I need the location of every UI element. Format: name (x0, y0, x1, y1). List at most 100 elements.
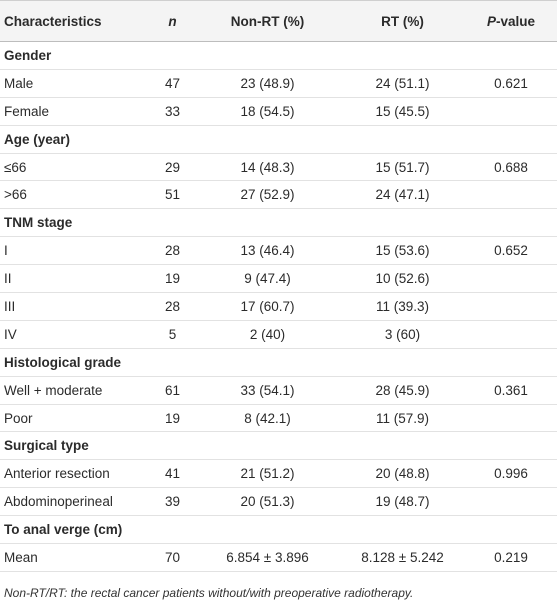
cell: 5 (150, 320, 195, 349)
cell: 27 (52.9) (195, 180, 340, 210)
data-row: Anterior resection 41 21 (51.2) 20 (48.8) 0.… (0, 459, 557, 489)
footnote: Non-RT/RT: the rectal cancer patients wi… (4, 585, 414, 600)
section-label: Gender (0, 41, 557, 70)
cell: 20 (48.8) (340, 459, 465, 489)
row-label: ≤66 (0, 153, 150, 182)
cell (465, 320, 557, 349)
section-label: Age (year) (0, 125, 557, 154)
cell: 6.854 ± 3.896 (195, 543, 340, 572)
cell: 9 (47.4) (195, 264, 340, 294)
section-label: TNM stage (0, 208, 557, 238)
cell: 47 (150, 69, 195, 98)
row-label: Female (0, 97, 150, 126)
cell: 20 (51.3) (195, 487, 340, 517)
section-row: To anal verge (cm) (0, 515, 557, 545)
section-row: Surgical type (0, 431, 557, 461)
cell: 70 (150, 543, 195, 572)
cell: 15 (53.6) (340, 236, 465, 266)
data-row: Male 47 23 (48.9) 24 (51.1) 0.621 (0, 69, 557, 98)
cell: 61 (150, 376, 195, 405)
data-row: I 28 13 (46.4) 15 (53.6) 0.652 (0, 236, 557, 266)
cell: 11 (39.3) (340, 292, 465, 321)
cell (465, 292, 557, 321)
cell (465, 264, 557, 294)
cell: 0.621 (465, 69, 557, 98)
data-row: >66 51 27 (52.9) 24 (47.1) (0, 180, 557, 210)
data-table: Characteristics n Non-RT (%) RT (%) P-va… (0, 0, 557, 572)
data-row: IV 5 2 (40) 3 (60) (0, 320, 557, 349)
cell: 33 (54.1) (195, 376, 340, 405)
cell: 11 (57.9) (340, 404, 465, 433)
data-row: Abdominoperineal 39 20 (51.3) 19 (48.7) (0, 487, 557, 517)
section-row: Histological grade (0, 348, 557, 377)
header-cell: Characteristics (0, 0, 150, 42)
cell: 2 (40) (195, 320, 340, 349)
data-row: Female 33 18 (54.5) 15 (45.5) (0, 97, 557, 126)
row-label: Abdominoperineal (0, 487, 150, 517)
cell: 24 (47.1) (340, 180, 465, 210)
cell: 29 (150, 153, 195, 182)
row-label: IV (0, 320, 150, 349)
cell: 33 (150, 97, 195, 126)
data-row: Well + moderate 61 33 (54.1) 28 (45.9) 0.361 (0, 376, 557, 405)
row-label: II (0, 264, 150, 294)
section-label: To anal verge (cm) (0, 515, 557, 545)
data-row: III 28 17 (60.7) 11 (39.3) (0, 292, 557, 321)
header-cell: RT (%) (340, 0, 465, 42)
data-row: II 19 9 (47.4) 10 (52.6) (0, 264, 557, 294)
cell: 3 (60) (340, 320, 465, 349)
data-row: Mean 70 6.854 ± 3.896 8.128 ± 5.242 0.219 (0, 543, 557, 572)
cell: 15 (51.7) (340, 153, 465, 182)
header-text: P (486, 13, 496, 29)
cell (465, 404, 557, 433)
cell: 51 (150, 180, 195, 210)
section-row: Gender (0, 41, 557, 70)
cell: 21 (51.2) (195, 459, 340, 489)
data-row: ≤66 29 14 (48.3) 15 (51.7) 0.688 (0, 153, 557, 182)
cell: 8 (42.1) (195, 404, 340, 433)
cell: 0.361 (465, 376, 557, 405)
cell (465, 97, 557, 126)
cell: 41 (150, 459, 195, 489)
row-label: Anterior resection (0, 459, 150, 489)
data-row: Poor 19 8 (42.1) 11 (57.9) (0, 404, 557, 433)
cell: 19 (150, 404, 195, 433)
section-label: Histological grade (0, 348, 557, 377)
cell: 18 (54.5) (195, 97, 340, 126)
cell: 23 (48.9) (195, 69, 340, 98)
cell: 0.996 (465, 459, 557, 489)
cell: 19 (48.7) (340, 487, 465, 517)
cell: 0.688 (465, 153, 557, 182)
section-row: Age (year) (0, 125, 557, 154)
cell: 28 (45.9) (340, 376, 465, 405)
row-label: Mean (0, 543, 150, 572)
row-label: >66 (0, 180, 150, 210)
cell: 15 (45.5) (340, 97, 465, 126)
header-row: Characteristics n Non-RT (%) RT (%) P-va… (0, 0, 557, 42)
cell: 10 (52.6) (340, 264, 465, 294)
section-label: Surgical type (0, 431, 557, 461)
row-label: Well + moderate (0, 376, 150, 405)
section-row: TNM stage (0, 208, 557, 238)
cell (465, 487, 557, 517)
header-cell: P-value (465, 0, 557, 42)
cell: 17 (60.7) (195, 292, 340, 321)
cell: 0.219 (465, 543, 557, 572)
cell: 13 (46.4) (195, 236, 340, 266)
cell: 39 (150, 487, 195, 517)
row-label: Male (0, 69, 150, 98)
row-label: I (0, 236, 150, 266)
cell: 14 (48.3) (195, 153, 340, 182)
row-label: Poor (0, 404, 150, 433)
cell: 0.652 (465, 236, 557, 266)
header-cell: n (150, 0, 195, 42)
cell: 8.128 ± 5.242 (340, 543, 465, 572)
cell: 24 (51.1) (340, 69, 465, 98)
header-cell: Non-RT (%) (195, 0, 340, 42)
row-label: III (0, 292, 150, 321)
cell: 28 (150, 292, 195, 321)
cell: 28 (150, 236, 195, 266)
cell (465, 180, 557, 210)
header-text: -value (495, 13, 536, 29)
